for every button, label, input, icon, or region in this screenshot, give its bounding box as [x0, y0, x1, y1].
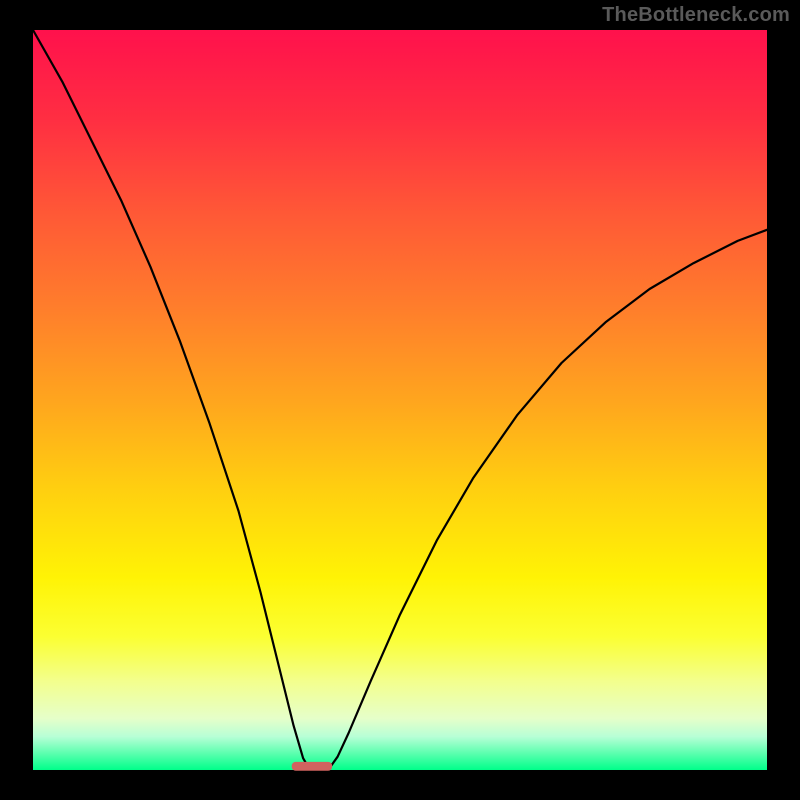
watermark-text: TheBottleneck.com — [602, 4, 790, 27]
minimum-marker — [292, 762, 332, 771]
chart-stage: TheBottleneck.com — [0, 0, 800, 800]
chart-svg — [0, 0, 800, 800]
plot-background — [33, 30, 767, 770]
